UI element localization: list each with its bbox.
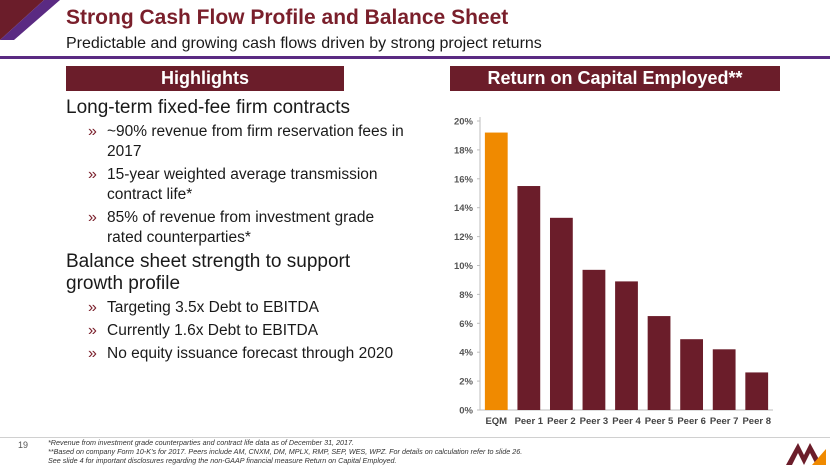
x-tick-label: Peer 2	[547, 416, 576, 427]
highlight-sub: » 85% of revenue from investment grade r…	[88, 209, 375, 246]
y-tick-label: 8%	[459, 290, 473, 301]
x-tick-label: Peer 7	[710, 416, 739, 427]
footnotes: *Revenue from investment grade counterpa…	[48, 438, 768, 465]
highlight-sub: » Targeting 3.5x Debt to EBITDA	[88, 299, 319, 316]
y-tick-label: 18%	[454, 145, 474, 156]
x-tick-label: Peer 5	[645, 416, 674, 427]
x-tick-label: Peer 4	[612, 416, 641, 427]
highlights-header: Highlights	[66, 66, 344, 91]
x-tick-label: Peer 8	[742, 416, 771, 427]
bar-peer-6	[680, 339, 704, 410]
y-tick-label: 2%	[459, 377, 473, 388]
chevron-bullet-icon: »	[88, 322, 97, 339]
y-tick-label: 14%	[454, 203, 474, 214]
x-tick-label: EQM	[485, 416, 507, 427]
x-tick-label: Peer 1	[515, 416, 544, 427]
chevron-bullet-icon: »	[88, 123, 97, 140]
bar-peer-2	[549, 217, 573, 410]
footnote: See slide 4 for important disclosures re…	[48, 456, 397, 465]
header-divider	[0, 56, 830, 59]
highlight-sub: » Currently 1.6x Debt to EBITDA	[88, 322, 319, 339]
y-tick-label: 6%	[459, 319, 473, 330]
y-tick-label: 16%	[454, 174, 474, 185]
y-tick-label: 20%	[454, 117, 474, 128]
bar-peer-3	[582, 269, 606, 410]
highlight-main: Balance sheet strength to support growth…	[66, 251, 351, 294]
roce-chart: 0% 2% 4% 6% 8% 10% 12% 14% 16% 18% 20% EQM Peer 1 Pee…	[440, 100, 830, 432]
highlights-list: Long-term fixed-fee firm contracts » ~90…	[66, 97, 406, 367]
bar-peer-1	[517, 186, 541, 410]
y-tick-label: 0%	[459, 406, 473, 417]
brand-logo	[786, 443, 826, 465]
page-title: Strong Cash Flow Profile and Balance She…	[66, 6, 509, 29]
highlight-sub: » ~90% revenue from firm reservation fee…	[88, 123, 404, 160]
bar-peer-7	[712, 349, 736, 410]
x-tick-label: Peer 3	[580, 416, 609, 427]
page-subtitle: Predictable and growing cash flows drive…	[66, 35, 542, 52]
footnote: **Based on company Form 10-K's for 2017.…	[48, 447, 523, 456]
chevron-bullet-icon: »	[88, 345, 97, 362]
chevron-bullet-icon: »	[88, 209, 97, 226]
slide-number: 19	[18, 440, 29, 450]
footnote: *Revenue from investment grade counterpa…	[48, 438, 355, 447]
roce-bar-chart: 0%2%4%6%8%10%12%14%16%18%20%EQM Peer 1 Pee…	[454, 117, 773, 427]
bar-peer-8	[745, 372, 769, 410]
y-tick-label: 4%	[459, 348, 473, 359]
bar-peer-5	[647, 316, 671, 410]
chevron-bullet-icon: »	[88, 166, 97, 183]
bar-eqm	[484, 132, 508, 410]
corner-logo	[0, 0, 60, 40]
footer-divider	[0, 437, 830, 438]
y-tick-label: 12%	[454, 232, 474, 243]
y-tick-label: 10%	[454, 261, 474, 272]
bar-peer-4	[615, 281, 638, 410]
highlight-sub: » 15-year weighted average transmission …	[88, 166, 378, 203]
highlight-sub: » No equity issuance forecast through 20…	[88, 345, 394, 362]
x-tick-label: Peer 6	[677, 416, 706, 427]
chevron-bullet-icon: »	[88, 299, 97, 316]
chart-header: Return on Capital Employed**	[450, 66, 780, 91]
highlight-main: Long-term fixed-fee firm contracts	[66, 97, 351, 118]
